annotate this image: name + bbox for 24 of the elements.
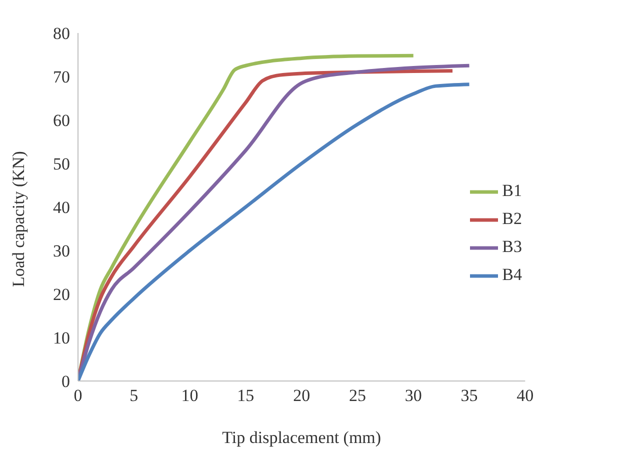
y-axis-title: Load capacity (KN) xyxy=(9,151,28,287)
legend-label: B4 xyxy=(502,264,522,284)
y-tick-label: 40 xyxy=(53,198,70,218)
legend-label: B1 xyxy=(502,180,522,200)
x-tick-label: 5 xyxy=(130,386,138,406)
y-tick-label: 0 xyxy=(62,372,70,392)
y-tick-label: 70 xyxy=(53,68,70,87)
x-tick-label: 10 xyxy=(181,386,198,406)
x-axis-title: Tip displacement (mm) xyxy=(222,428,382,447)
x-tick-label: 30 xyxy=(404,386,422,406)
y-tick-label: 60 xyxy=(53,111,70,130)
x-tick-label: 35 xyxy=(460,386,478,406)
y-tick-label: 20 xyxy=(53,285,70,304)
legend-label: B2 xyxy=(502,208,522,228)
x-tick-label: 25 xyxy=(348,386,366,406)
y-tick-label: 50 xyxy=(53,154,70,174)
y-tick-label: 30 xyxy=(53,242,70,261)
y-tick-label: 10 xyxy=(53,328,70,348)
y-tick-label: 80 xyxy=(53,24,70,44)
x-tick-label: 0 xyxy=(74,386,82,406)
x-tick-label: 20 xyxy=(293,386,310,406)
x-tick-label: 15 xyxy=(237,386,254,406)
legend-label: B3 xyxy=(502,236,522,256)
x-tick-label: 40 xyxy=(516,386,534,406)
